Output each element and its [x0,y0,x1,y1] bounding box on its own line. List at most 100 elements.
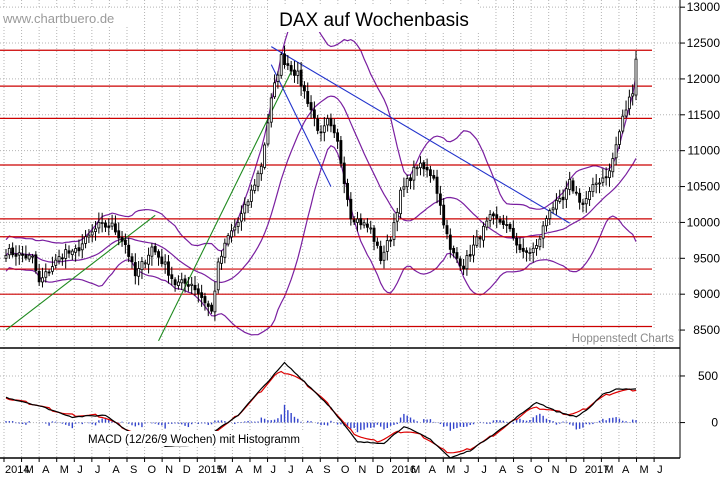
candle-body [210,304,214,312]
candle-body [588,190,592,200]
candle-body [104,222,107,228]
candle-body [541,225,545,239]
candle-body [485,220,489,228]
signal-line [5,370,637,454]
candle-body [415,167,419,170]
grid-layer [0,0,680,458]
price-tick-label: 11000 [688,144,721,158]
candle-body [140,261,144,271]
bollinger-bands [5,10,637,336]
price-axis: 8500 9000 9500 10000 10500 11000 11500 12000 125… [680,0,720,337]
price-tick-label: 10500 [687,180,721,194]
candle-body [117,230,121,239]
candle-body [17,252,21,256]
candle-body [67,250,71,254]
candle-body [7,248,11,256]
candle-body [571,180,575,192]
time-tick-label: A [235,464,243,476]
candle-body [375,241,379,246]
candle-body [21,253,25,256]
candle-body [445,225,449,235]
candle-body [243,203,247,214]
candle-body [50,266,54,272]
candle-body [120,236,124,242]
time-tick-label: M [25,464,34,476]
credit-bg [536,329,676,345]
time-tick-label: O [534,464,543,476]
time-tick-label: O [341,464,350,476]
candle-body [392,222,396,240]
candle-body [535,245,538,249]
candle-body [273,82,277,98]
candle-body [223,242,227,258]
time-tick-label: 2016 [392,464,416,476]
candle-body [37,270,41,283]
candle-body [501,220,505,226]
source-watermark: www.chartbuero.de [2,11,114,26]
candle-body [551,207,555,211]
candle-body [621,115,625,132]
macd-tick-label: 0 [711,416,718,430]
macd-label-bg [85,431,315,446]
macd-label: MACD (12/26/9 Wochen) mit Histogramm [88,434,300,446]
time-tick-label: 2014 [5,464,29,476]
candle-body [70,250,74,256]
candle-body [259,165,263,175]
candle-body [458,258,462,267]
candle-body [511,227,515,239]
candle-body [365,223,369,228]
candle-body [528,252,532,254]
candle-body [538,238,542,248]
candle-body [200,292,204,298]
candle-body [296,70,300,76]
candle-body [233,226,237,231]
candle-body [574,191,578,194]
time-tick-label: 2015 [198,464,222,476]
candle-body [283,53,286,66]
candle-body [336,132,340,142]
candle-body [80,243,84,251]
candle-body [226,235,230,245]
time-tick-label: 2017 [585,464,609,476]
candle-body [617,131,621,145]
candle-body [554,199,558,210]
candle-body [468,254,472,257]
candle-body [94,228,97,232]
candle-body [399,189,403,215]
candle-body [41,277,44,283]
candle-body [482,225,485,241]
price-tick-label: 13000 [687,0,721,14]
candle-body [491,213,495,217]
candle-body [339,140,343,164]
candle-body [74,248,78,253]
candle-body [455,252,459,259]
trend-lines [5,46,570,342]
time-tick-label: N [165,464,173,476]
candle-body [306,91,310,104]
time-tick-label: J [464,464,470,476]
candle-body [578,192,582,203]
candle-body [332,124,336,134]
candle-body [634,58,638,96]
candle-body [31,255,34,258]
candle-body [47,271,51,274]
candle-body [395,211,399,222]
candle-body [54,259,58,266]
candle-body [488,214,492,221]
time-tick-label: A [42,464,50,476]
bollinger-upper [5,10,637,252]
time-tick-label: J [77,464,83,476]
candle-body [309,102,313,111]
candle-body [319,131,323,134]
candle-body [34,254,38,271]
price-tick-label: 12500 [687,36,721,50]
candle-body [123,239,127,245]
candle-body [472,244,475,256]
candle-body [133,262,137,277]
candle-body [100,222,104,224]
candle-body [293,69,296,76]
candle-body [203,296,207,304]
candle-body [359,218,363,226]
time-tick-label: J [271,464,277,476]
